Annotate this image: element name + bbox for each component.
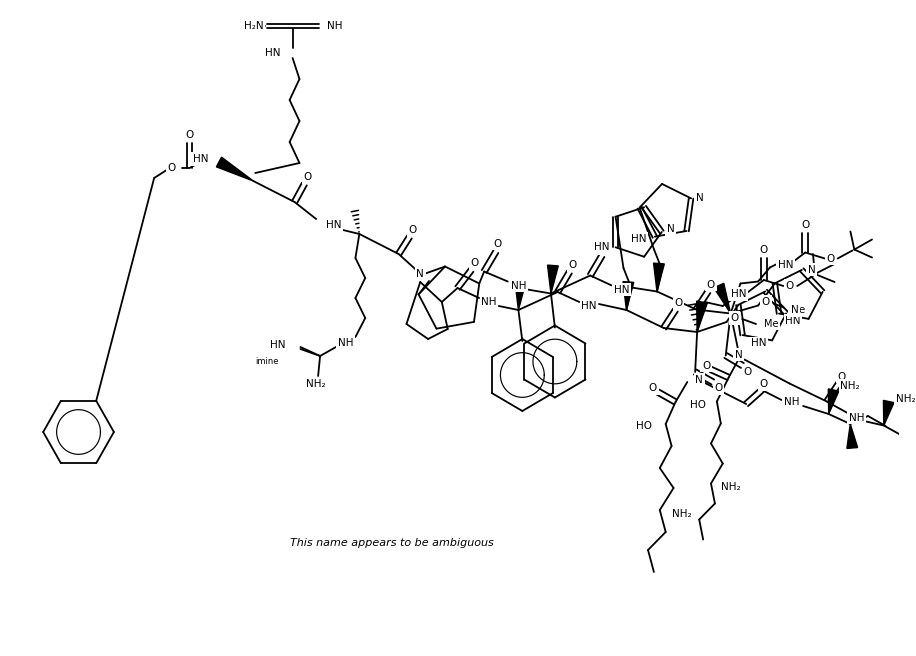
Text: N: N	[417, 269, 424, 279]
Polygon shape	[883, 400, 894, 426]
Text: O: O	[762, 297, 770, 306]
Polygon shape	[548, 265, 558, 293]
Text: NH₂: NH₂	[721, 482, 740, 491]
Text: O: O	[785, 281, 793, 291]
Polygon shape	[828, 389, 839, 414]
Text: This name appears to be ambiguous: This name appears to be ambiguous	[289, 538, 494, 548]
Text: NH₂: NH₂	[841, 381, 860, 391]
Text: HN: HN	[594, 242, 610, 253]
Text: O: O	[185, 130, 193, 140]
Text: HN: HN	[778, 260, 793, 270]
Text: O: O	[494, 239, 502, 249]
Text: O: O	[714, 383, 723, 393]
Text: O: O	[168, 163, 176, 173]
Text: N: N	[417, 269, 424, 279]
Text: O: O	[837, 371, 845, 382]
Text: NH: NH	[783, 397, 799, 407]
Text: HN: HN	[582, 301, 597, 311]
Polygon shape	[902, 438, 912, 462]
Text: HN: HN	[270, 340, 286, 350]
Text: N: N	[735, 350, 742, 359]
Text: NH: NH	[327, 21, 343, 31]
Text: O: O	[759, 379, 768, 389]
Text: O: O	[649, 383, 657, 393]
Text: O: O	[730, 313, 738, 323]
Polygon shape	[216, 157, 254, 181]
Text: O: O	[802, 220, 810, 230]
Text: O: O	[743, 367, 751, 377]
Text: HN: HN	[785, 316, 801, 326]
Text: HN: HN	[192, 154, 208, 164]
Text: N: N	[696, 194, 703, 203]
Text: HN: HN	[614, 285, 629, 295]
Text: NH₂: NH₂	[896, 394, 915, 403]
Text: H₂N: H₂N	[244, 21, 263, 31]
Text: HN: HN	[751, 338, 766, 348]
Text: NH₂: NH₂	[671, 509, 692, 519]
Text: HN: HN	[731, 289, 747, 299]
Text: O: O	[707, 279, 715, 289]
Text: Me: Me	[764, 319, 779, 329]
Text: O: O	[702, 361, 710, 371]
Text: O: O	[303, 172, 311, 182]
Text: O: O	[674, 298, 682, 308]
Text: HN: HN	[326, 220, 342, 230]
Polygon shape	[653, 263, 664, 291]
Text: O: O	[409, 225, 417, 235]
Polygon shape	[847, 424, 857, 449]
Text: O: O	[568, 260, 576, 270]
Text: Me: Me	[790, 304, 805, 314]
Text: HO: HO	[690, 400, 706, 409]
Text: O: O	[759, 245, 768, 255]
Text: NH: NH	[481, 297, 496, 307]
Text: O: O	[470, 258, 478, 268]
Text: HO: HO	[636, 421, 652, 431]
Text: O: O	[826, 253, 834, 264]
Text: NH: NH	[511, 281, 527, 291]
Text: N: N	[791, 306, 799, 316]
Polygon shape	[697, 301, 707, 332]
Text: N: N	[808, 265, 815, 275]
Polygon shape	[714, 283, 731, 314]
Text: imine: imine	[256, 358, 278, 367]
Text: NH: NH	[338, 338, 354, 348]
Polygon shape	[515, 281, 526, 310]
Text: HN: HN	[631, 234, 647, 243]
Text: NH: NH	[848, 413, 864, 422]
Text: N: N	[667, 224, 674, 234]
Polygon shape	[623, 281, 634, 310]
Text: HN: HN	[266, 48, 281, 58]
Text: O: O	[600, 243, 608, 253]
Text: NH₂: NH₂	[306, 379, 326, 389]
Text: N: N	[695, 375, 703, 385]
